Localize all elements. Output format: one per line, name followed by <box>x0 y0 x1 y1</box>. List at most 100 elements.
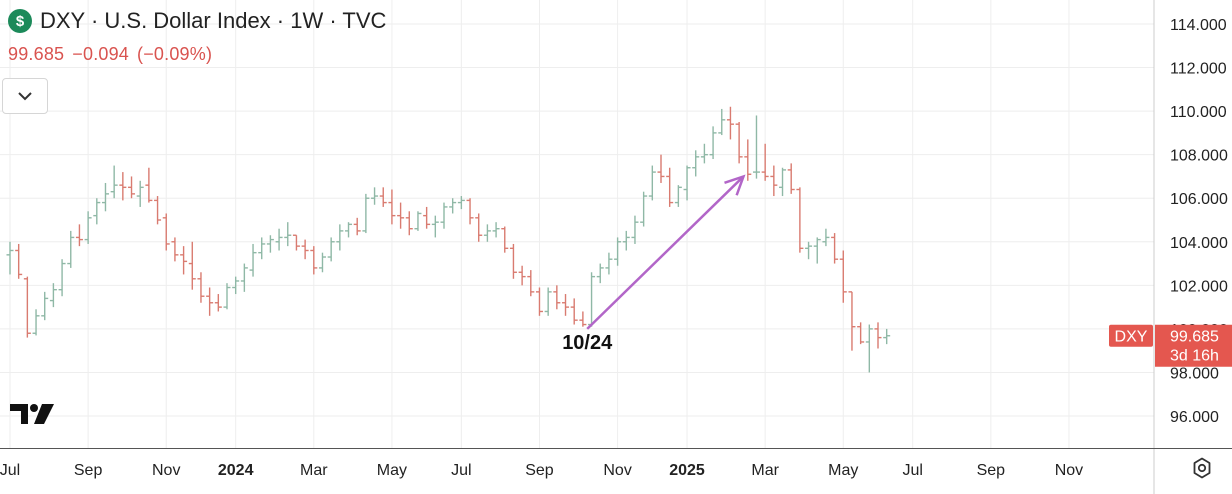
ohlc-bar <box>726 106 734 140</box>
price-tag: DXY 99.685 3d 16h <box>1109 324 1232 367</box>
ohlc-bar <box>345 222 353 238</box>
ohlc-bar <box>509 243 517 279</box>
ohlc-bar <box>683 165 691 201</box>
ohlc-bar <box>831 233 839 264</box>
ohlc-bar <box>136 180 144 207</box>
ohlc-bar <box>431 215 439 238</box>
ohlc-bar <box>23 276 31 338</box>
ohlc-bar <box>674 185 682 207</box>
ohlc-bar <box>93 198 101 225</box>
ohlc-bar <box>562 294 570 316</box>
ohlc-bar <box>735 122 743 164</box>
ohlc-bar <box>240 263 248 292</box>
y-tick-label: 112.000 <box>1170 61 1227 78</box>
x-tick-label: Mar <box>300 462 328 479</box>
annotation-label: 10/24 <box>562 332 613 354</box>
ohlc-bar <box>457 196 465 210</box>
ohlc-bar <box>188 241 196 290</box>
x-tick-label: Jul <box>902 462 922 479</box>
ohlc-bar <box>249 243 257 277</box>
ohlc-bars <box>6 106 891 373</box>
x-tick-label: Jul <box>451 462 471 479</box>
ohlc-bar <box>770 165 778 197</box>
ohlc-bar <box>718 108 726 136</box>
chart-header: $ DXY · U.S. Dollar Index · 1W · TVC 99.… <box>8 8 386 65</box>
ohlc-bar <box>171 237 179 262</box>
ohlc-bar <box>327 237 335 262</box>
price-tag-countdown: 3d 16h <box>1170 348 1219 365</box>
ohlc-bar <box>857 322 865 345</box>
grid-lines <box>0 0 1154 448</box>
ohlc-bar <box>579 311 587 327</box>
ohlc-bar <box>449 198 457 214</box>
y-tick-label: 98.000 <box>1170 365 1219 382</box>
tradingview-logo-icon[interactable] <box>10 402 56 431</box>
x-tick-label: Nov <box>603 462 631 479</box>
ohlc-bar <box>67 230 75 268</box>
ohlc-bar <box>787 163 795 194</box>
y-tick-label: 104.000 <box>1170 235 1228 252</box>
ohlc-bar <box>657 154 665 183</box>
ohlc-bar <box>709 126 717 160</box>
x-tick-label: May <box>377 462 407 479</box>
ohlc-bar <box>761 143 769 181</box>
ohlc-bar <box>648 165 656 201</box>
x-tick-label: Sep <box>525 462 554 479</box>
ohlc-bar <box>310 246 318 275</box>
ohlc-bar <box>483 224 491 242</box>
ohlc-bar <box>336 224 344 251</box>
ohlc-bar <box>405 211 413 236</box>
ohlc-bar <box>700 143 708 164</box>
ohlc-bar <box>58 259 66 297</box>
ohlc-bar <box>839 250 847 303</box>
ohlc-bar <box>631 215 639 244</box>
x-tick-label: 2025 <box>669 462 705 479</box>
annotations: 10/24 <box>562 174 746 354</box>
ohlc-bar <box>440 202 448 229</box>
y-tick-label: 96.000 <box>1170 409 1219 426</box>
ohlc-bar <box>101 182 109 212</box>
symbol-tag-bg <box>1109 324 1153 347</box>
ohlc-bar <box>292 234 300 251</box>
annotation-arrowhead <box>724 174 746 196</box>
chevron-down-icon <box>18 92 32 101</box>
annotation-arrow <box>586 175 745 330</box>
x-tick-label: Sep <box>74 462 103 479</box>
collapse-legend-button[interactable] <box>2 78 48 114</box>
x-tick-label: May <box>828 462 858 479</box>
price-change: −0.094 <box>72 44 130 64</box>
y-tick-label: 108.000 <box>1170 148 1228 165</box>
ohlc-bar <box>397 202 405 229</box>
ohlc-bar <box>301 239 309 260</box>
ohlc-bar <box>41 291 49 321</box>
ohlc-bar <box>258 237 266 260</box>
ohlc-bar <box>206 287 214 316</box>
y-tick-label: 110.000 <box>1170 104 1227 121</box>
x-tick-label: Nov <box>1055 462 1083 479</box>
ohlc-bar <box>423 206 431 229</box>
ohlc-bar <box>535 287 543 316</box>
ohlc-bar <box>813 237 821 264</box>
ohlc-bar <box>49 283 57 308</box>
ohlc-bar <box>779 167 787 197</box>
ohlc-bar <box>145 167 153 203</box>
ohlc-bar <box>614 237 622 266</box>
x-tick-label: Mar <box>751 462 779 479</box>
ohlc-bar <box>223 283 231 310</box>
ohlc-bar <box>284 222 292 247</box>
ohlc-bar <box>119 172 127 201</box>
ohlc-bar <box>197 272 205 303</box>
ohlc-bar <box>6 241 14 275</box>
ohlc-bar <box>379 187 387 207</box>
ohlc-bar <box>518 265 526 286</box>
ohlc-bar <box>266 235 274 253</box>
price-change-pct: (−0.09%) <box>137 44 213 64</box>
ohlc-bar <box>353 217 361 236</box>
gear-icon[interactable] <box>1190 456 1214 485</box>
ohlc-bar <box>371 187 379 205</box>
price-tag-bg <box>1155 324 1232 367</box>
dollar-icon: $ <box>8 9 32 33</box>
ohlc-bar <box>553 285 561 310</box>
